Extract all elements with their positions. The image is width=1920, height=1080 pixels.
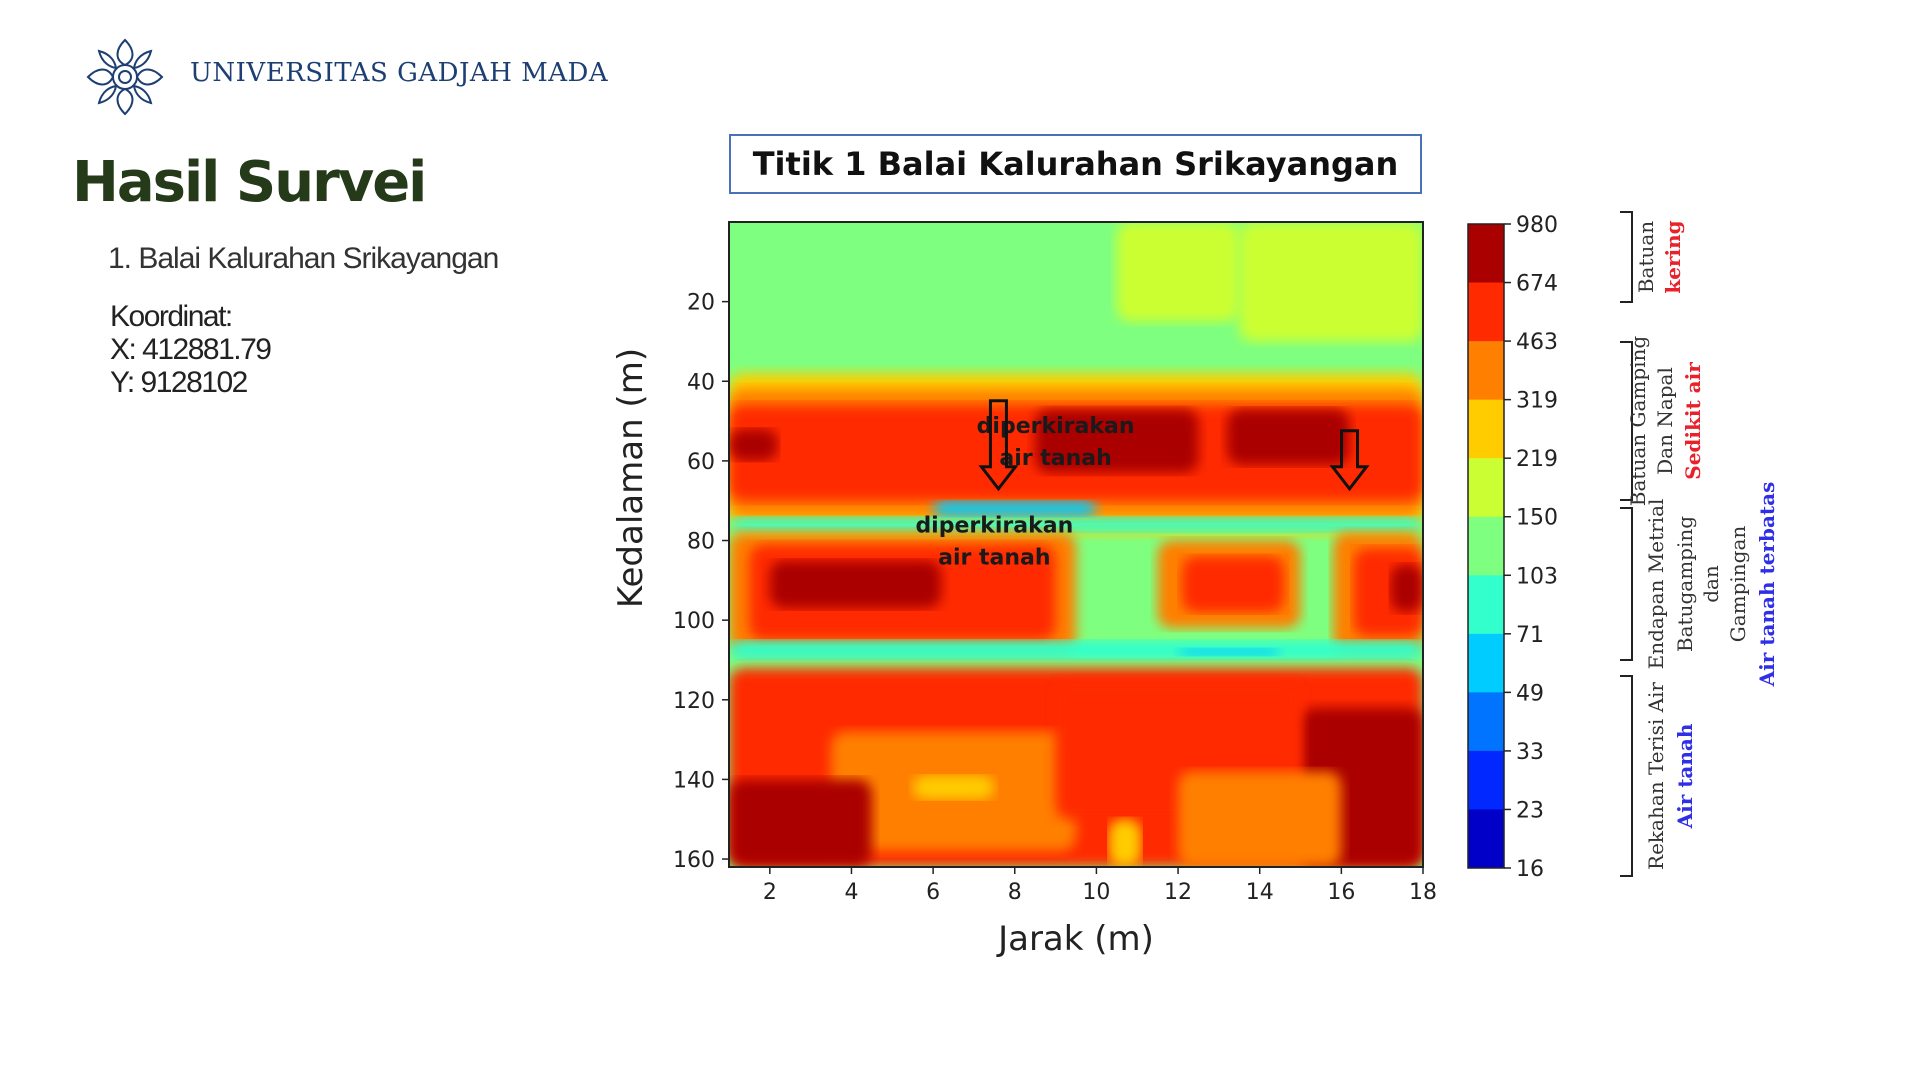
contour-region xyxy=(1390,564,1423,613)
location-subtitle: 1. Balai Kalurahan Srikayangan xyxy=(108,242,499,275)
university-name: UNIVERSITAS GADJAH MADA xyxy=(190,58,609,88)
contour-region xyxy=(1182,556,1285,613)
contour-region xyxy=(1227,409,1350,465)
colorbar-band xyxy=(1468,575,1504,635)
y-tick-label: 20 xyxy=(687,291,715,316)
interpretation-bracket xyxy=(1620,675,1633,877)
ugm-seal-icon xyxy=(86,38,164,116)
colorbar-band xyxy=(1468,750,1504,810)
coordinate-x: X: 412881.79 xyxy=(110,333,272,366)
colorbar-band xyxy=(1468,341,1504,401)
interpretation-bracket xyxy=(1620,211,1633,303)
interpretation-label: dan xyxy=(1699,565,1723,603)
annotations: diperkirakan air tanah diperkirakan air tan… xyxy=(915,399,1370,571)
x-tick-label: 8 xyxy=(1008,880,1022,905)
colorbar-tick-label: 23 xyxy=(1516,798,1544,823)
contour-region xyxy=(1116,222,1240,322)
resistivity-plot-area xyxy=(729,222,1423,867)
colorbar-tick-label: 674 xyxy=(1516,272,1558,297)
y-tick-label: 60 xyxy=(687,450,715,475)
y-tick-label: 100 xyxy=(673,609,715,634)
y-tick-label: 40 xyxy=(687,370,715,395)
colorbar: 980 674 463 319 219 150 103 71 49 33 23 16 xyxy=(1467,213,1558,882)
x-axis-label: Jarak (m) xyxy=(996,919,1154,959)
x-tick-label: 18 xyxy=(1409,880,1437,905)
colorbar-band xyxy=(1468,224,1504,284)
colorbar-tick-label: 150 xyxy=(1516,506,1558,531)
contour-region xyxy=(729,429,778,461)
coordinate-label: Koordinat: xyxy=(110,300,233,333)
y-axis: 20 40 60 80 100 120 140 160 xyxy=(673,291,729,873)
contour-region xyxy=(769,560,942,609)
y-tick-label: 80 xyxy=(687,530,715,555)
y-tick-label: 160 xyxy=(673,848,715,873)
y-axis-label: Kedalaman (m) xyxy=(611,348,651,608)
colorbar-band xyxy=(1468,516,1504,576)
colorbar-tick-label: 49 xyxy=(1516,681,1544,706)
interpretation-highlight: Air tanah terbatas xyxy=(1755,482,1779,688)
colorbar-tick-label: 319 xyxy=(1516,389,1558,414)
contour-region xyxy=(729,779,872,867)
contour-region xyxy=(1178,771,1342,867)
interpretation-label: Dan Napal xyxy=(1653,367,1677,475)
coordinate-y: Y: 9128102 xyxy=(110,366,248,399)
interpretation-label: Endapan Metrial xyxy=(1644,499,1668,670)
annotation-text: air tanah xyxy=(938,546,1050,571)
plot-frame xyxy=(728,221,1424,868)
x-tick-label: 6 xyxy=(926,880,940,905)
contour-region xyxy=(912,775,995,800)
down-arrow-icon xyxy=(1329,429,1370,492)
down-arrow-icon xyxy=(978,399,1019,492)
y-tick-label: 140 xyxy=(673,768,715,793)
colorbar-band xyxy=(1468,458,1504,518)
contour-region xyxy=(1108,819,1142,867)
colorbar-band xyxy=(1468,809,1504,869)
interpretation-legend: Batuan kering Batuan Gamping Dan Napal Sedik… xyxy=(1620,211,1779,877)
interpretation-label: Batuan xyxy=(1634,221,1658,293)
contour-region xyxy=(729,516,1423,533)
annotation-text: air tanah xyxy=(999,446,1111,471)
interpretation-label: Rekahan Terisi Air xyxy=(1644,682,1668,870)
colorbar-band xyxy=(1468,633,1504,693)
figure-title-box: Titik 1 Balai Kalurahan Srikayangan xyxy=(729,134,1422,194)
annotation-text: diperkirakan xyxy=(977,414,1135,439)
x-tick-label: 12 xyxy=(1164,880,1192,905)
x-axis: 2 4 6 8 10 12 14 16 18 xyxy=(763,867,1437,905)
page-title: Hasil Survei xyxy=(72,150,427,215)
colorbar-band xyxy=(1468,399,1504,459)
colorbar-tick-label: 33 xyxy=(1516,740,1544,765)
colorbar-band xyxy=(1468,692,1504,752)
colorbar-tick-label: 103 xyxy=(1516,564,1558,589)
annotation-text: diperkirakan xyxy=(915,514,1073,539)
x-tick-label: 10 xyxy=(1082,880,1110,905)
colorbar-tick-label: 463 xyxy=(1516,330,1558,355)
interpretation-highlight: Sedikit air xyxy=(1681,362,1705,480)
y-tick-label: 120 xyxy=(673,689,715,714)
colorbar-tick-label: 71 xyxy=(1516,623,1544,648)
interpretation-label: Batugamping xyxy=(1673,516,1697,652)
x-tick-label: 4 xyxy=(844,880,858,905)
colorbar-frame xyxy=(1467,223,1505,869)
x-tick-label: 16 xyxy=(1327,880,1355,905)
figure-title: Titik 1 Balai Kalurahan Srikayangan xyxy=(752,145,1399,183)
interpretation-highlight: Air tanah xyxy=(1673,723,1697,829)
colorbar-band xyxy=(1468,282,1504,342)
contour-region xyxy=(1178,648,1281,656)
coordinates-block: Koordinat: X: 412881.79 Y: 9128102 xyxy=(110,300,272,399)
x-tick-label: 2 xyxy=(763,880,777,905)
colorbar-tick-label: 219 xyxy=(1516,447,1558,472)
x-tick-label: 14 xyxy=(1246,880,1274,905)
colorbar-tick-label: 16 xyxy=(1516,857,1544,882)
contour-region xyxy=(1239,222,1423,342)
interpretation-label: Gampingan xyxy=(1726,526,1750,643)
contour-region xyxy=(1035,409,1199,473)
interpretation-bracket xyxy=(1620,507,1633,661)
interpretation-highlight: kering xyxy=(1661,220,1685,293)
interpretation-bracket xyxy=(1620,341,1633,501)
interpretation-label: Batuan Gamping xyxy=(1626,336,1650,507)
contour-region xyxy=(729,640,1423,660)
colorbar-tick-label: 980 xyxy=(1516,213,1558,238)
contour-region xyxy=(933,500,1097,517)
